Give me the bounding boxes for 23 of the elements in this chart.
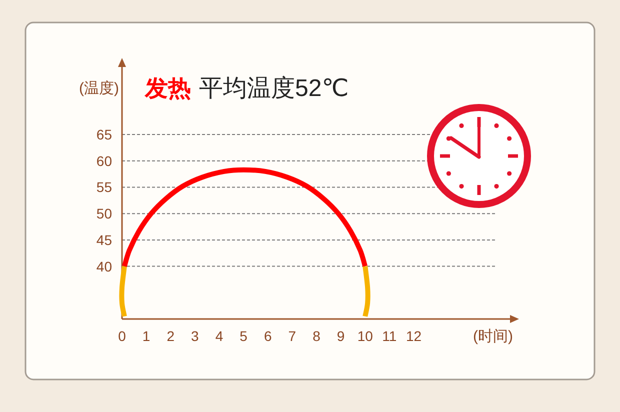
y-tick-label: 50: [96, 206, 112, 222]
x-tick-label: 0: [118, 328, 126, 344]
x-tick-label: 7: [288, 328, 296, 344]
x-tick-label: 3: [191, 328, 200, 344]
y-tick-label: 65: [96, 126, 112, 143]
x-tick-label: 1: [142, 328, 150, 344]
y-tick-label: 45: [96, 232, 112, 248]
y-tick-label: 40: [96, 258, 112, 274]
chart-subtitle: 平均温度52℃: [199, 75, 349, 102]
y-tick-label: 55: [96, 179, 112, 196]
x-tick-label: 9: [336, 328, 345, 344]
x-tick-label: 5: [240, 328, 248, 344]
x-tick-label: 8: [312, 328, 321, 344]
x-tick-label: 10: [357, 328, 374, 344]
y-axis-title: (温度): [79, 80, 119, 97]
x-tick-label: 4: [215, 328, 224, 344]
x-tick-label: 11: [382, 328, 397, 344]
y-tick-label: 60: [96, 152, 112, 169]
x-axis-title: (时间): [473, 328, 513, 345]
x-tick-label: 2: [166, 328, 175, 344]
x-tick-label: 12: [406, 328, 422, 344]
chart-title: 发热: [144, 75, 191, 101]
x-tick-label: 6: [264, 328, 272, 344]
